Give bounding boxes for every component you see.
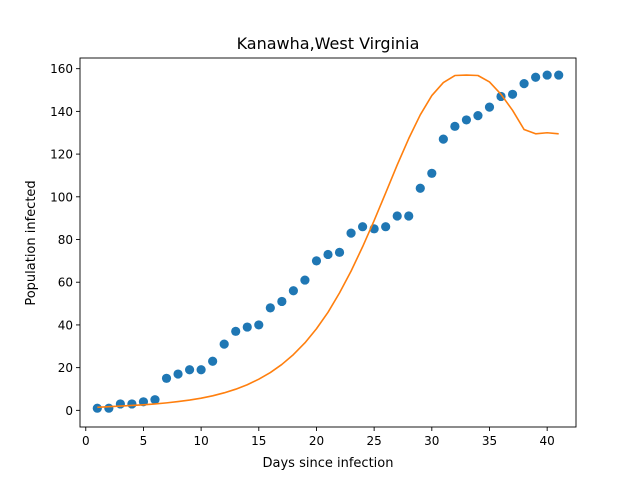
x-tick-label: 10 [193,434,208,448]
x-axis-label: Days since infection [263,456,394,471]
scatter-point [242,322,252,332]
plot-layer [92,70,564,413]
x-tick-label: 0 [82,434,90,448]
fitted-line [97,74,559,409]
scatter-point [519,79,529,89]
scatter-point [461,115,472,125]
scatter-point [334,247,345,257]
scatter-point [415,183,425,193]
axes-frame [79,57,577,428]
x-tick-label: 30 [424,434,439,448]
x-tick-label: 15 [251,434,266,448]
scatter-point [392,211,402,221]
scatter-point [254,320,264,330]
scatter-point [311,256,322,266]
x-tick-label: 5 [140,434,148,448]
scatter-point [554,70,564,80]
axes-layer: 0 5 10 15 20 25 30 35 40 0 20 40 60 80 100 120 140 160 [50,57,577,448]
y-tick-label: 140 [50,105,73,119]
scatter-point [173,369,183,379]
y-tick-label: 120 [50,148,73,162]
x-tick-label: 20 [309,434,324,448]
scatter-point [115,399,125,409]
scatter-point [346,228,356,238]
scatter-point [507,89,518,99]
scatter-point [265,303,275,313]
scatter-point [196,365,206,375]
scatter-point [219,339,229,349]
y-tick-label: 80 [58,233,73,247]
plot-area [92,70,564,413]
scatter-point [150,395,160,405]
x-tick-label: 25 [366,434,381,448]
scatter-point [92,403,102,413]
scatter-point [438,134,448,144]
y-tick-label: 100 [50,190,73,204]
y-tick-label: 20 [58,361,73,375]
scatter-point [184,365,195,375]
scatter-point [427,168,437,178]
scatter-point [473,111,483,121]
y-tick-label: 60 [58,276,73,290]
y-tick-label: 0 [65,404,73,418]
scatter-point [450,121,460,131]
scatter-point [231,326,241,336]
scatter-point [381,222,391,232]
scatter-point [288,286,298,296]
scatter-point [542,70,552,80]
y-axis-label: Population infected [24,180,39,305]
scatter-point [300,275,310,285]
scatter-point [277,296,287,307]
scatter-point [127,399,137,409]
chart-title: Kanawha,West Virginia [237,34,420,53]
scatter-point [358,222,368,232]
scatter-point [531,72,541,82]
scatter-point [484,102,495,112]
scatter-point [104,403,114,413]
x-tick-label: 35 [482,434,497,448]
y-tick-label: 40 [58,318,73,332]
scatter-point [404,211,414,221]
x-tick-label: 40 [540,434,555,448]
scatter-point [208,356,218,366]
scatter-point [323,249,333,260]
y-tick-label: 160 [50,62,73,76]
scatter-point [161,373,172,383]
